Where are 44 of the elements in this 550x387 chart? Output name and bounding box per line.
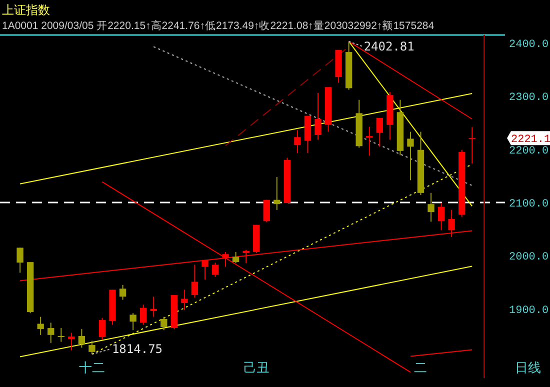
candlestick [58, 328, 64, 342]
candlestick [366, 126, 373, 156]
text: 日线 [515, 360, 541, 375]
candlestick [314, 92, 322, 140]
candlestick [119, 284, 126, 300]
candlestick [181, 289, 188, 310]
annotation: 2402.81 [364, 39, 414, 54]
candlestick [263, 199, 270, 223]
y-tick-label: 2100.0 [509, 198, 549, 211]
chart-title: 上证指数 [2, 3, 50, 17]
candlestick [242, 249, 250, 264]
candlestick [160, 316, 168, 331]
y-tick-label: 2200.0 [509, 145, 549, 158]
x-tick-label: 二 [414, 360, 428, 375]
candlestick [37, 316, 44, 336]
x-tick-label: 十二 [78, 360, 105, 375]
annotation: 1814.75 [112, 342, 163, 356]
y-tick-label: 2300.0 [509, 92, 549, 104]
candlestick [48, 322, 54, 344]
candlestick [88, 340, 96, 355]
x-tick-label: 己丑 [243, 360, 270, 375]
candlestick [376, 117, 383, 148]
candlestick [150, 296, 157, 318]
y-tick-label: 2400.0 [509, 38, 549, 51]
candlestick [130, 312, 136, 331]
candlestick [428, 192, 434, 222]
candlestick [438, 202, 445, 231]
chart-subtitle: 1A0001 2009/03/05 开2220.15↑高2241.76↑低2173.49↑收2221.08↑量203032992↑额1575284 [2, 19, 434, 32]
candlestick [140, 304, 147, 326]
candlestick [222, 251, 229, 268]
candlestick [78, 328, 86, 348]
candlestick [232, 251, 240, 264]
candlestick [274, 176, 280, 210]
candlestick [212, 262, 219, 278]
y-tick-label: 1900.0 [509, 304, 549, 317]
y-tick-label: 2000.0 [509, 252, 549, 264]
candlestick [407, 131, 414, 181]
candlestick [68, 332, 75, 351]
candlestick [16, 247, 24, 274]
candlestick [191, 264, 198, 298]
candlestick [98, 317, 106, 340]
candlestick [468, 126, 476, 164]
candlestick [294, 130, 301, 154]
text: 2221.1 [511, 134, 550, 146]
